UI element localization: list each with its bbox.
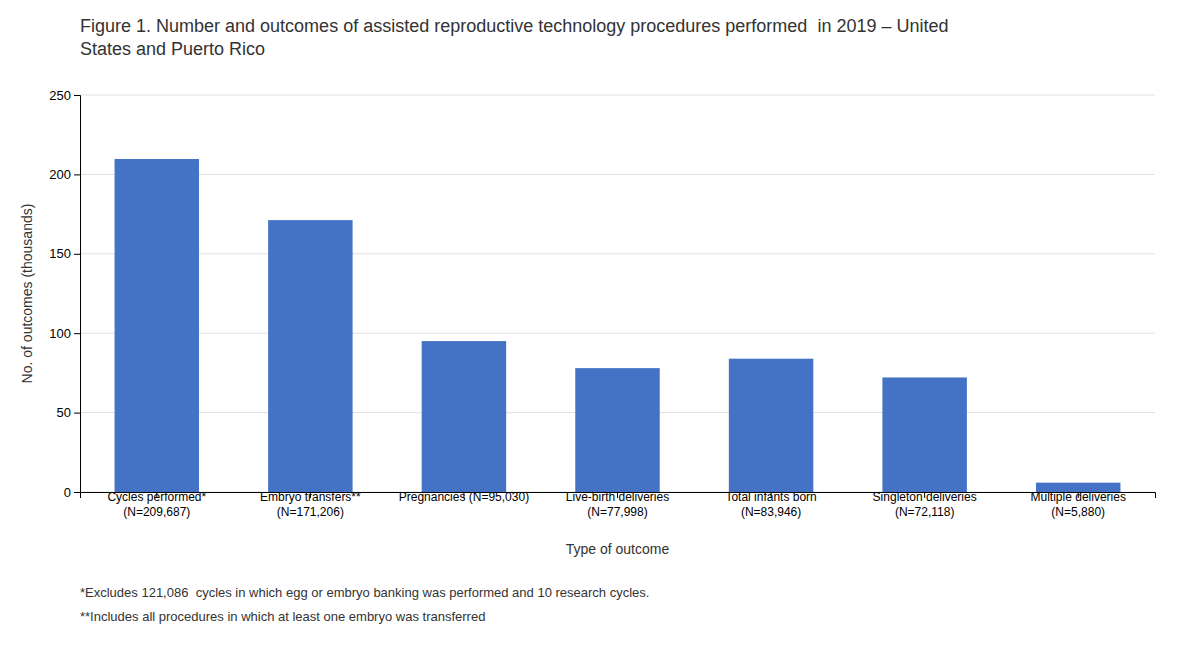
y-tick-label: 100 [49, 326, 71, 341]
x-tick-label: Multiple deliveries(N=5,880) [1031, 490, 1126, 519]
x-tick-label: Pregnancies (N=95,030) [399, 490, 529, 504]
x-tick-label: Total infants born(N=83,946) [725, 490, 816, 519]
y-tick: 200 [49, 167, 80, 182]
x-tick-label: Cycles performed*(N=209,687) [107, 490, 206, 519]
text-line: (N=77,998) [587, 505, 647, 519]
text-line: Figure 1. Number and outcomes of assiste… [80, 16, 948, 36]
text-line: (N=72,118) [895, 505, 954, 519]
x-tick-label: Live-birth deliveries(N=77,998) [566, 490, 669, 519]
text-line: (N=83,946) [741, 505, 801, 519]
y-axis-line [74, 96, 81, 493]
y-axis: 0 50 100 150 200 250 [49, 88, 80, 500]
y-tick: 150 [49, 246, 80, 261]
y-tick: 50 [57, 405, 80, 420]
y-tick-label: 200 [49, 167, 71, 182]
y-axis-title: No. of outcomes (thousands) [19, 204, 35, 384]
x-tick: Embryo transfers**(N=171,206) [260, 490, 361, 519]
y-tick-label: 250 [49, 88, 71, 103]
text-line: Cycles performed* [107, 490, 206, 504]
bars [115, 159, 1121, 492]
x-tick-label: Singleton deliveries(N=72,118) [873, 490, 977, 519]
grid-line [80, 174, 1155, 175]
title: Figure 1. Number and outcomes of assiste… [80, 16, 948, 59]
y-tick-label: 50 [57, 405, 71, 420]
y-tick-mark [74, 492, 80, 493]
y-tick-mark [74, 254, 80, 255]
x-axis: Cycles performed*(N=209,687) Embryo trans… [81, 490, 1156, 519]
text-line: (N=5,880) [1051, 505, 1105, 519]
grid-line [80, 95, 1155, 96]
y-tick: 100 [49, 326, 80, 341]
y-tick-mark [74, 174, 80, 175]
x-axis-title: Type of outcome [566, 541, 670, 557]
x-tick: Pregnancies (N=95,030) [399, 490, 529, 504]
text-line: Live-birth deliveries [566, 490, 669, 504]
footnote: **Includes all procedures in which at le… [80, 609, 485, 624]
bar [882, 377, 966, 492]
text-line: Multiple deliveries [1031, 490, 1126, 504]
text-line: Pregnancies (N=95,030) [399, 490, 529, 504]
y-tick-label: 150 [49, 246, 71, 261]
bar [268, 220, 352, 492]
grid-line [80, 333, 1155, 334]
x-tick: Multiple deliveries(N=5,880) [1031, 490, 1126, 519]
bar [422, 341, 506, 492]
bar [115, 159, 199, 492]
y-tick: 0 [64, 485, 80, 500]
text-line: Total infants born [725, 490, 816, 504]
bar [575, 368, 659, 492]
x-tick-label: Embryo transfers**(N=171,206) [260, 490, 361, 519]
text-line: (N=209,687) [123, 505, 190, 519]
grid [80, 95, 1155, 492]
x-tick: Total infants born(N=83,946) [725, 490, 816, 519]
y-tick-mark [74, 333, 80, 334]
text-line: (N=171,206) [277, 505, 344, 519]
text-line: Singleton deliveries [873, 490, 977, 504]
y-tick-mark [74, 95, 80, 96]
x-tick: Live-birth deliveries(N=77,998) [566, 490, 669, 519]
text-line: States and Puerto Rico [80, 39, 265, 59]
plot: 0 50 100 150 200 250 Cycles performed*(N=209,6… [49, 88, 1155, 519]
x-tick: Singleton deliveries(N=72,118) [873, 490, 977, 519]
x-tick: Cycles performed*(N=209,687) [107, 490, 206, 519]
chart: Figure 1. Number and outcomes of assiste… [0, 0, 1185, 667]
footnote: *Excludes 121,086 cycles in which egg or… [80, 585, 649, 600]
bar [729, 359, 813, 492]
text-line: Embryo transfers** [260, 490, 361, 504]
y-tick-label: 0 [64, 485, 71, 500]
y-tick: 250 [49, 88, 80, 103]
y-tick-mark [74, 413, 80, 414]
grid-line [80, 253, 1155, 254]
